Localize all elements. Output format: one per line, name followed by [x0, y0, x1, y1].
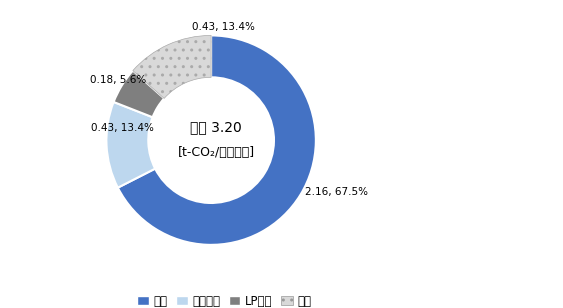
Wedge shape: [114, 71, 164, 117]
Text: 合計 3.20: 合計 3.20: [190, 120, 242, 135]
Text: 0.43, 13.4%: 0.43, 13.4%: [91, 123, 154, 132]
Text: 2.16, 67.5%: 2.16, 67.5%: [305, 188, 368, 197]
Wedge shape: [106, 102, 155, 188]
Wedge shape: [133, 35, 211, 98]
Wedge shape: [118, 35, 316, 245]
Text: 0.18, 5.6%: 0.18, 5.6%: [90, 75, 146, 85]
Text: [t-CO₂/世帯・年]: [t-CO₂/世帯・年]: [178, 146, 255, 159]
Legend: 電気, 都市ガス, LPガス, 灯油: 電気, 都市ガス, LPガス, 灯油: [132, 290, 316, 308]
Text: 0.43, 13.4%: 0.43, 13.4%: [192, 22, 255, 32]
